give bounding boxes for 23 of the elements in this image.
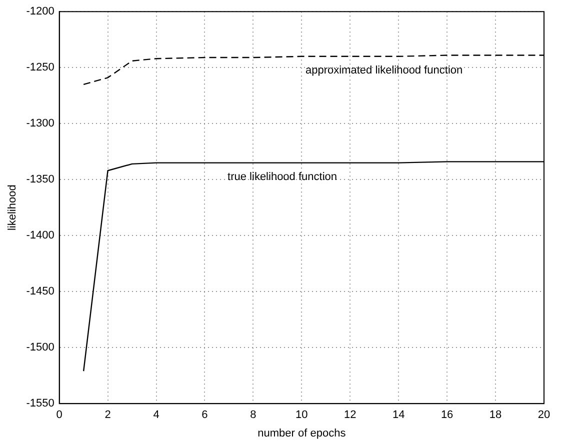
series-label: true likelihood function <box>228 170 338 183</box>
x-tick-label: 16 <box>440 409 454 422</box>
x-axis-title: number of epochs <box>258 427 346 440</box>
x-tick-label: 20 <box>538 409 550 422</box>
x-tick-label: 10 <box>296 409 308 422</box>
x-tick-label: 2 <box>104 409 111 422</box>
y-tick-label: -1550 <box>26 398 54 410</box>
x-tick-label: 14 <box>392 409 405 422</box>
x-tick-label: 12 <box>344 409 356 422</box>
y-tick-label: -1400 <box>26 230 54 242</box>
x-tick-label: 18 <box>489 409 502 422</box>
y-tick-label: -1300 <box>26 118 54 130</box>
series-label: approximated likelihood function <box>305 64 463 76</box>
y-tick-label: -1350 <box>26 174 54 186</box>
x-tick-label: 8 <box>250 409 256 422</box>
y-tick-label: -1250 <box>26 62 54 74</box>
x-tick-label: 4 <box>153 409 160 422</box>
x-tick-label: 0 <box>56 409 62 422</box>
y-tick-label: -1450 <box>26 286 54 298</box>
y-tick-label: -1200 <box>26 6 54 18</box>
y-axis-title: likelihood <box>6 184 19 231</box>
y-tick-label: -1500 <box>26 342 54 354</box>
x-tick-label: 6 <box>202 409 208 422</box>
